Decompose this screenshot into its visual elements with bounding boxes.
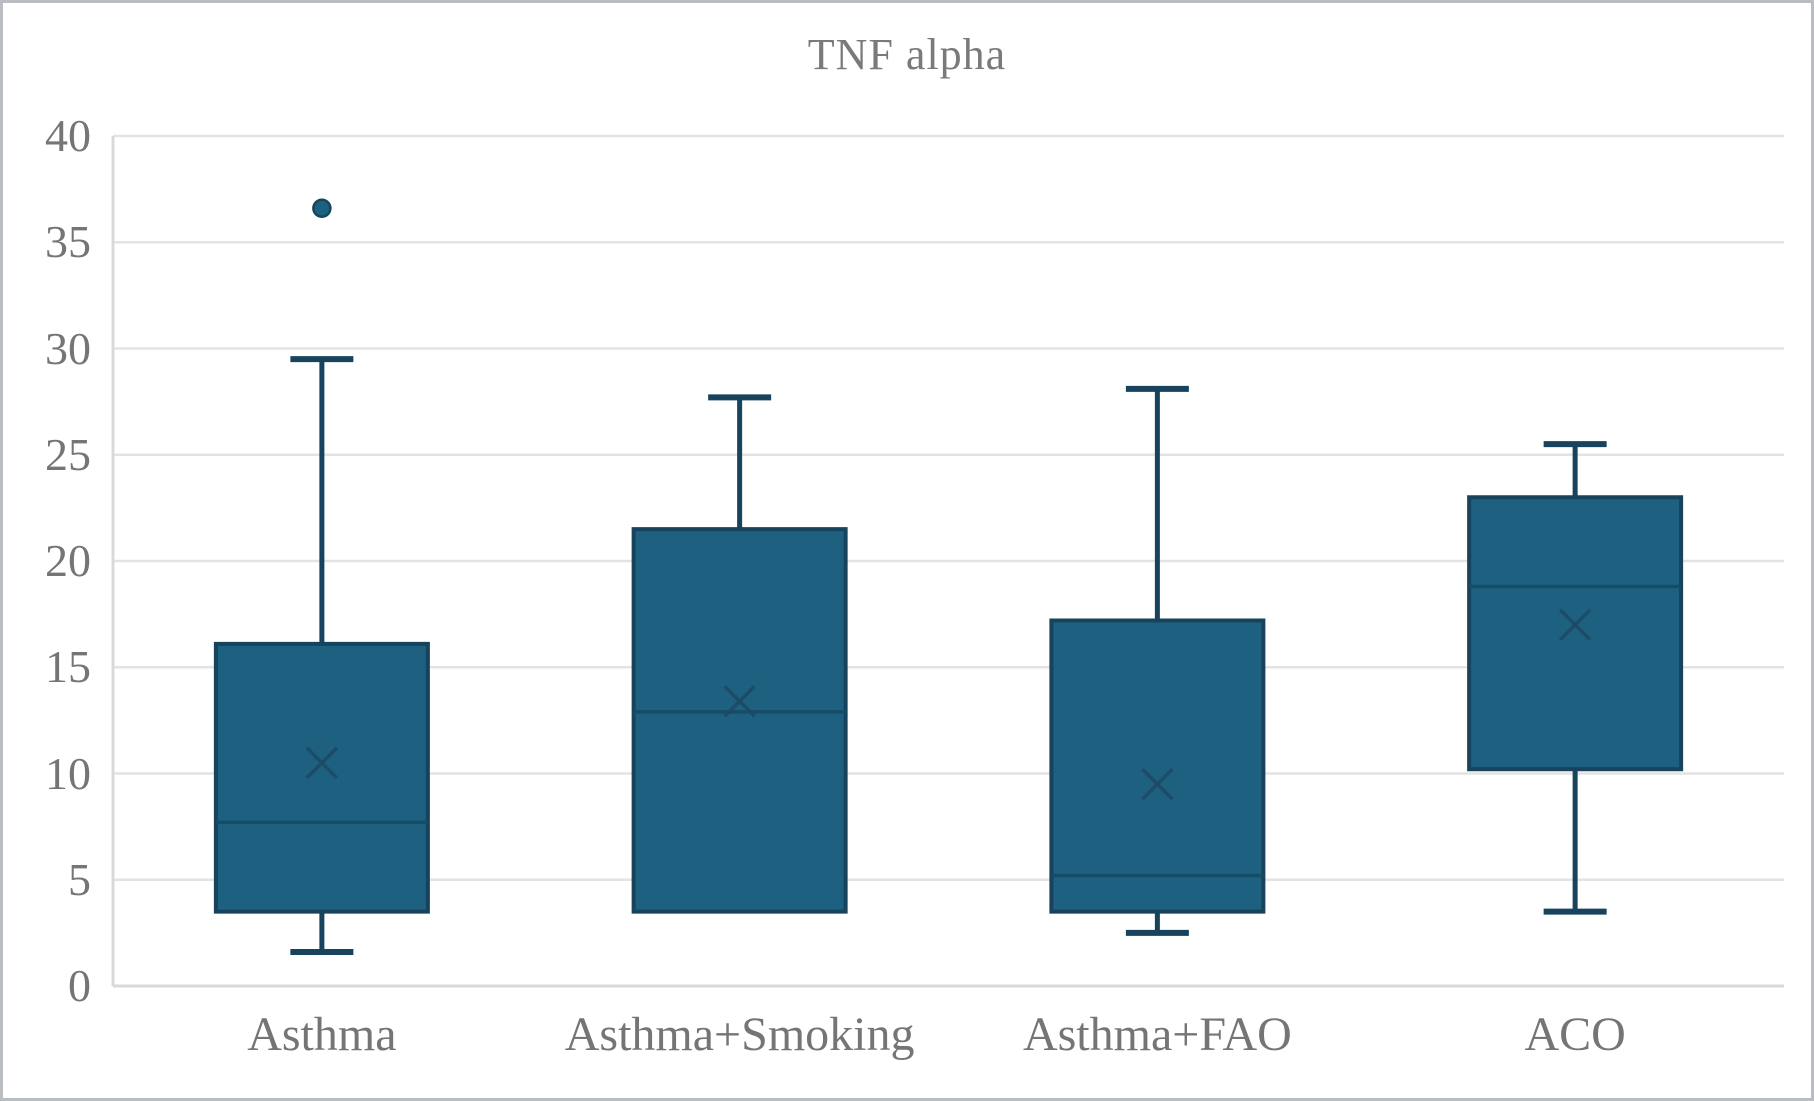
iqr-box [1049,618,1266,914]
x-category-label: ACO [1524,1008,1626,1061]
y-tick-label: 10 [45,747,91,799]
y-tick-label: 15 [45,641,91,693]
x-category-label: Asthma [247,1008,397,1061]
mean-x-marker [1141,767,1174,801]
y-tick-label: 20 [45,535,91,586]
y-tick-label: 25 [45,428,91,480]
mean-x-marker [1558,608,1592,641]
mean-x-marker [723,685,756,718]
y-tick-label: 35 [45,216,91,268]
mean-x-marker [305,746,339,780]
y-tick-label: 30 [45,322,91,374]
chart-title: TNF alpha [807,30,1007,79]
iqr-box [213,641,430,914]
y-tick-label: 40 [45,110,91,161]
x-category-label: Asthma+FAO [1022,1008,1292,1061]
plot-area [111,134,1784,988]
outlier-point [312,198,332,218]
y-tick-label: 0 [68,960,91,1011]
iqr-box [1467,495,1684,772]
iqr-box [631,527,848,914]
y-tick-label: 5 [68,853,91,905]
x-category-label: Asthma+Smoking [564,1008,915,1061]
